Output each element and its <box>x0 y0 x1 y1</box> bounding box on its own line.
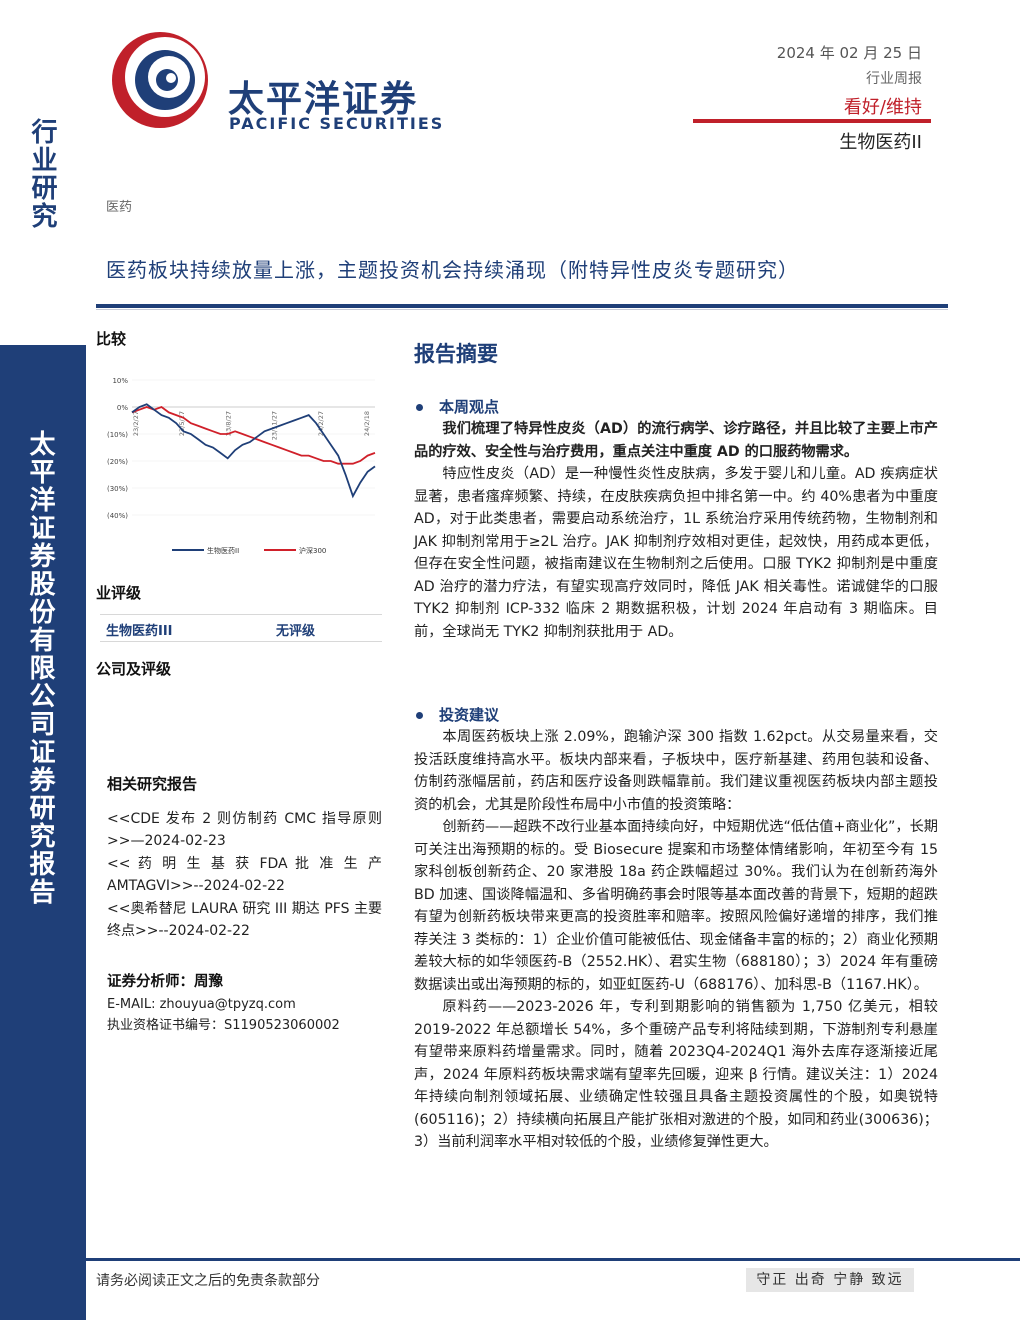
company-rating-heading: 公司及评级 <box>96 660 172 678</box>
y-tick-label: (30%) <box>107 485 128 493</box>
section-view-label: 本周观点 <box>439 398 500 416</box>
report-title: 医药板块持续放量上涨，主题投资机会持续涌现（附特异性皮炎专题研究） <box>106 258 799 282</box>
pacific-securities-logo-icon <box>112 32 208 128</box>
series-line <box>131 403 376 499</box>
report-date: 2024 年 02 月 25 日 <box>776 44 922 62</box>
logo-chinese-name: 太平洋证券 <box>228 79 419 120</box>
section-advice-body: 本周医药板块上涨 2.09%，跑输沪深 300 指数 1.62pct。从交易量来… <box>414 726 938 1154</box>
header-red-divider <box>693 119 931 123</box>
chart-x-ticks: 23/2/27 23/5/27 23/8/27 23/11/27 24/2/27 24/2… <box>132 411 371 440</box>
analyst-name: 证券分析师：周豫 <box>107 973 223 990</box>
chart-y-ticks: 10% 0% (10%) (20%) (30%) (40%) <box>107 377 128 520</box>
sidebar-top-panel <box>0 0 87 345</box>
summary-title: 报告摘要 <box>414 341 498 366</box>
legend-label: 生物医药II <box>207 546 239 555</box>
footer-motto: 守正 出奇 宁静 致远 <box>746 1268 914 1292</box>
section-advice-label: 投资建议 <box>439 706 500 724</box>
sidebar-bottom-panel <box>0 345 86 1320</box>
rating-value: 无评级 <box>276 624 316 639</box>
industry-rating-heading: 业评级 <box>96 584 142 602</box>
section-view-heading: 本周观点 <box>416 396 499 417</box>
related-report-item[interactable]: << 药 明 生 基 获 FDA 批 准 生 产 AMTAGVI>>--2024… <box>107 855 382 895</box>
analyst-email[interactable]: E-MAIL: zhouyua@tpyzq.com <box>107 997 296 1012</box>
section-advice-heading: 投资建议 <box>416 704 499 725</box>
chart-series-lines <box>131 403 376 499</box>
report-type: 行业周报 <box>866 71 922 87</box>
industry-tag: 医药 <box>106 200 133 215</box>
compare-heading: 比较 <box>96 330 127 348</box>
sector-rating: 看好/维持 <box>843 97 922 118</box>
sidebar-company-text: 太平洋证券股份有限公司证券研究报告 <box>25 430 55 906</box>
chart-grid <box>132 379 375 516</box>
performance-line-chart: 10% 0% (10%) (20%) (30%) (40%) 23/2/27 23/5/27… <box>107 377 376 555</box>
series-line <box>131 405 376 465</box>
analyst-license: 执业资格证书编号：S1190523060002 <box>107 1018 340 1033</box>
sector-name: 生物医药II <box>839 132 922 153</box>
y-tick-label: (20%) <box>107 458 128 466</box>
bullet-icon <box>416 404 423 411</box>
x-tick-label: 24/2/18 <box>363 411 371 436</box>
related-reports-heading: 相关研究报告 <box>107 775 198 793</box>
y-tick-label: 10% <box>112 377 128 385</box>
x-tick-label: 23/8/27 <box>224 411 232 436</box>
chart-legend: 生物医药II 沪深300 <box>172 546 326 555</box>
advice-paragraph-3: 原料药——2023-2026 年，专利到期影响的销售额为 1,750 亿美元，相… <box>414 999 938 1150</box>
advice-paragraph-1: 本周医药板块上涨 2.09%，跑输沪深 300 指数 1.62pct。从交易量来… <box>414 729 938 813</box>
section-view-paragraph: 特应性皮炎（AD）是一种慢性炎性皮肤病，多发于婴儿和儿童。AD 疾病症状显著，患… <box>414 466 938 640</box>
title-divider-thin <box>96 309 948 310</box>
x-tick-label: 23/11/27 <box>271 411 279 440</box>
x-tick-label: 23/2/27 <box>132 411 140 436</box>
bullet-icon <box>416 712 423 719</box>
y-tick-label: (10%) <box>107 431 128 439</box>
x-tick-label: 24/2/27 <box>317 411 325 436</box>
rating-sector: 生物医药III <box>106 624 173 639</box>
y-tick-label: 0% <box>117 404 128 412</box>
logo-english-name: PACIFIC SECURITIES <box>229 114 445 133</box>
section-view-lead: 我们梳理了特异性皮炎（AD）的流行病学、诊疗路径，并且比较了主要上市产品的疗效、… <box>414 421 938 460</box>
advice-paragraph-2: 创新药——超跌不改行业基本面持续向好，中短期优选“低估值+商业化”，长期可关注出… <box>414 819 938 993</box>
section-view-body: 我们梳理了特异性皮炎（AD）的流行病学、诊疗路径，并且比较了主要上市产品的疗效、… <box>414 418 938 643</box>
sidebar-category-text: 行业研究 <box>27 118 57 230</box>
analyst-info: 证券分析师：周豫 E-MAIL: zhouyua@tpyzq.com 执业资格证… <box>107 971 387 1036</box>
footer-disclaimer: 请务必阅读正文之后的免责条款部分 <box>96 1273 320 1289</box>
title-divider <box>96 304 948 308</box>
rating-row: 生物医药III 无评级 <box>100 614 382 642</box>
x-tick-label: 23/5/27 <box>178 411 186 436</box>
legend-label: 沪深300 <box>299 546 326 555</box>
footer-divider <box>86 1258 1020 1261</box>
y-tick-label: (40%) <box>107 512 128 520</box>
related-report-item[interactable]: <<CDE 发布 2 则仿制药 CMC 指导原则>>—2024-02-23 <box>107 810 382 850</box>
related-report-item[interactable]: <<奥希替尼 LAURA 研究 III 期达 PFS 主要终点>>--2024-… <box>107 900 382 940</box>
related-reports: 相关研究报告 <<CDE 发布 2 则仿制药 CMC 指导原则>>—2024-0… <box>107 773 382 943</box>
